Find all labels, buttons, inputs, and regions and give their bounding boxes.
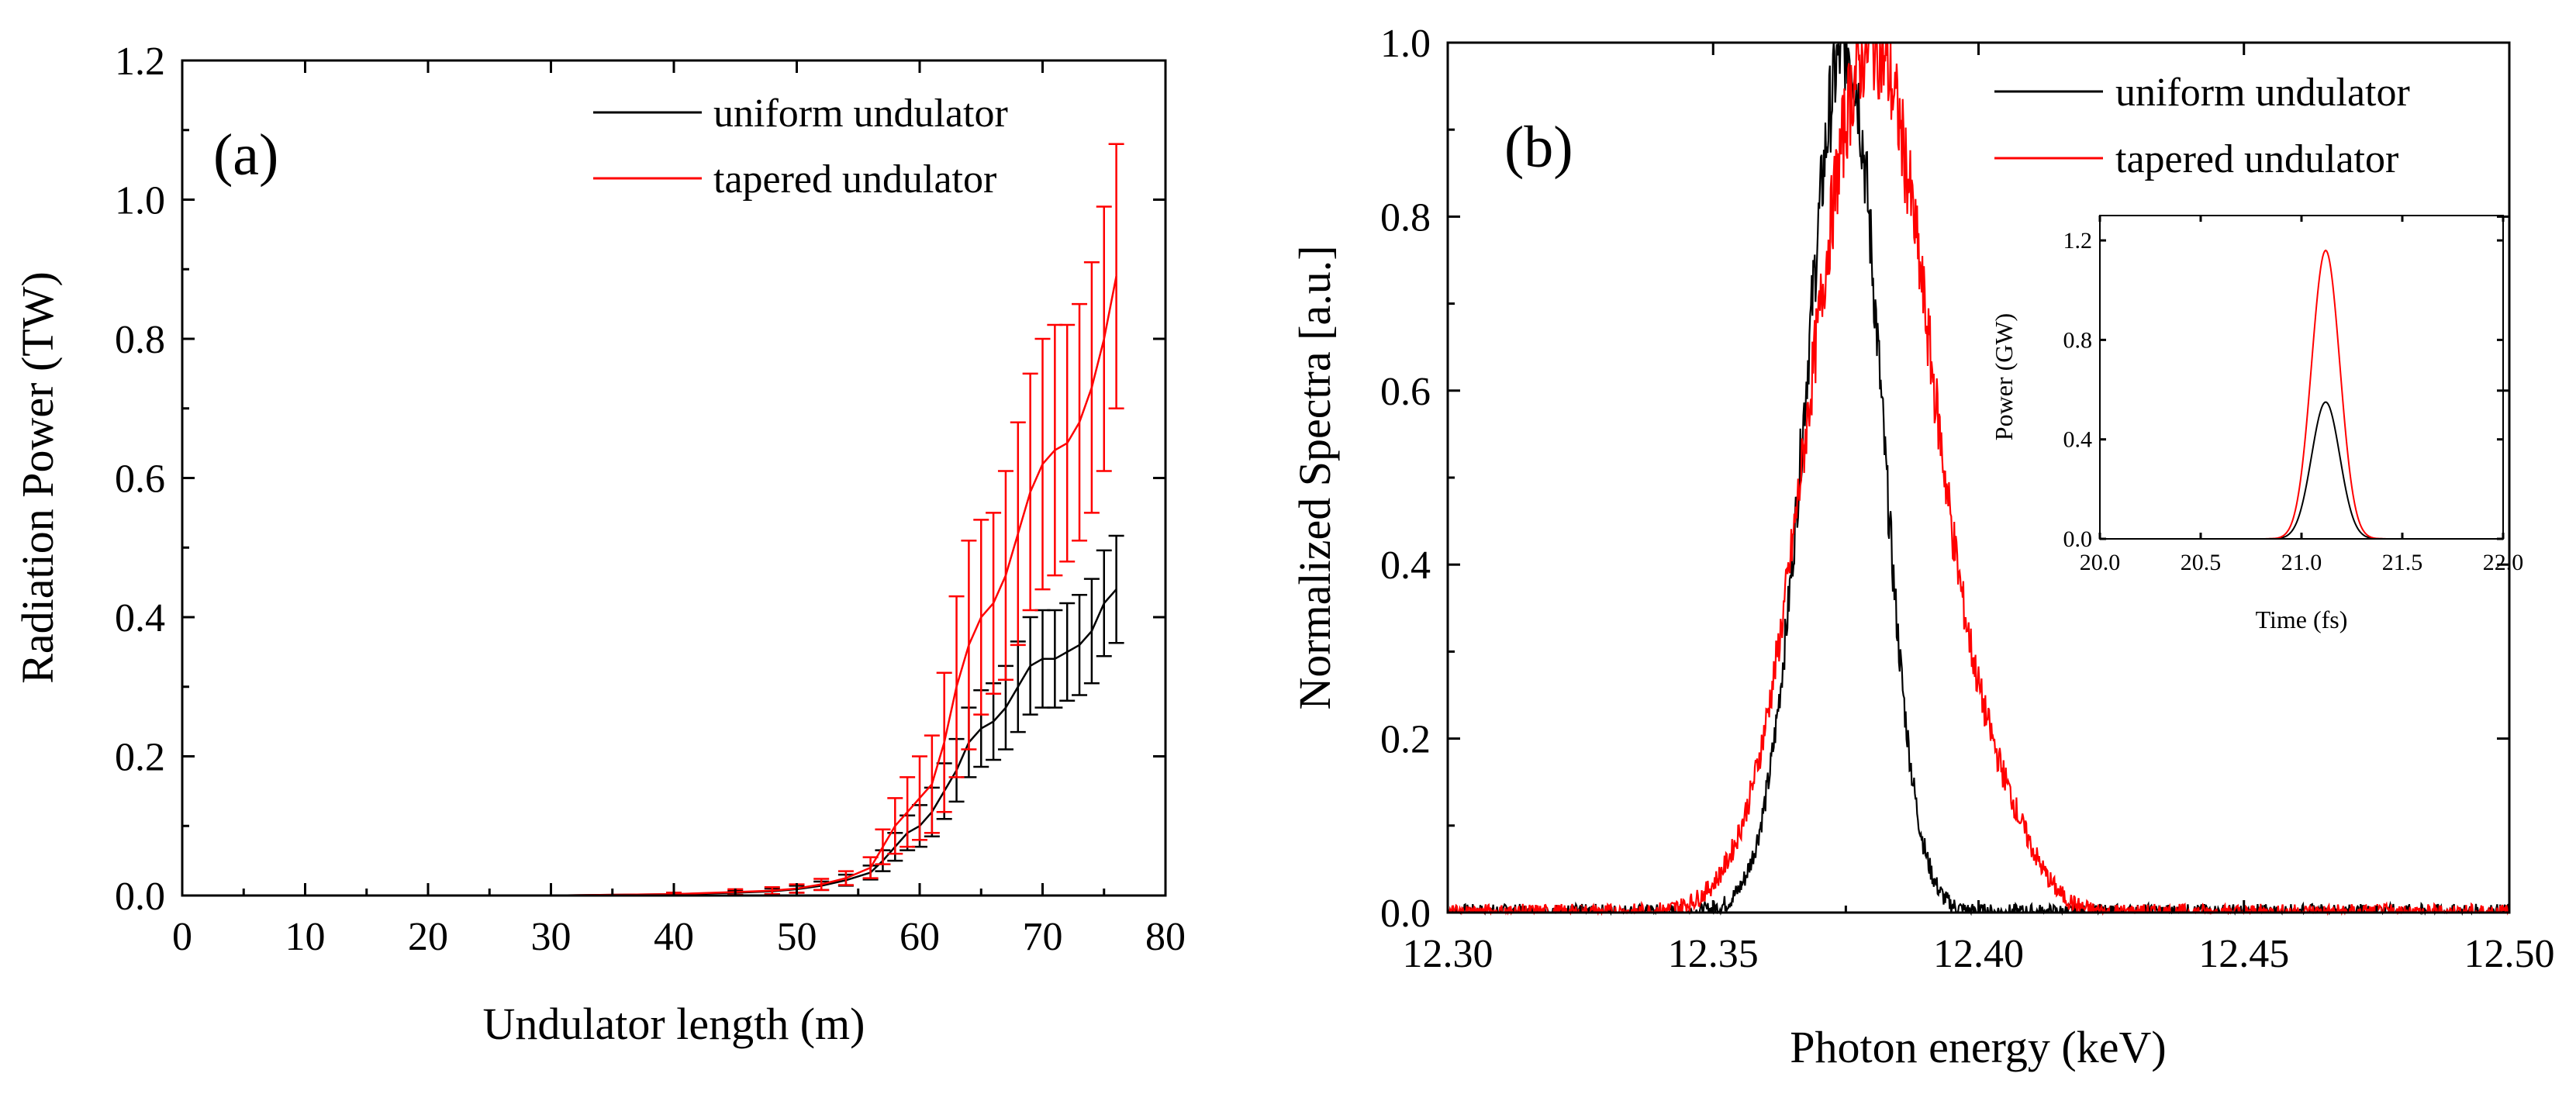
chart-b-x-tick-label-3: 12.45: [2198, 932, 2289, 976]
chart-a-x-tick-label-5: 50: [777, 915, 817, 959]
chart-inset-x-tick-label-4: 22.0: [2483, 550, 2524, 575]
chart-inset-x-tick-label-1: 20.5: [2181, 550, 2222, 575]
chart-a-line-tapered: [182, 275, 1117, 897]
chart-inset-plot-frame: [2099, 215, 2504, 540]
chart-panel-b: 12.30 12.35 12.40 12.45 12.50 0.00.20.40.60.…: [1290, 22, 2555, 1072]
chart-a-series-tapered: [182, 143, 1124, 897]
chart-a-y-axis-title: Radiation Power (TW): [12, 271, 63, 684]
chart-a-x-tick-label-6: 60: [900, 915, 940, 959]
chart-a-series-uniform: [182, 534, 1124, 897]
chart-a-y-tick-label-2: 0.4: [115, 596, 165, 640]
chart-b-legend-label-uniform: uniform undulator: [2115, 71, 2410, 115]
chart-inset-x-tick-label-0: 20.0: [2080, 550, 2121, 575]
chart-b-y-tick-label-0: 0.0: [1380, 892, 1431, 936]
chart-a-x-tick-label-7: 70: [1023, 915, 1063, 959]
chart-a-y-tick-label-4: 0.8: [115, 318, 165, 362]
chart-b-y-tick-label-2: 0.4: [1380, 544, 1431, 588]
chart-inset-x-ticks: 20.0 20.5 21.0 21.5 22.0: [2080, 216, 2524, 575]
chart-b-y-tick-label-4: 0.8: [1380, 195, 1431, 240]
chart-inset-x-tick-label-2: 21.0: [2281, 550, 2322, 575]
chart-a-x-tick-label-2: 20: [408, 915, 448, 959]
chart-a-panel-label: (a): [213, 123, 278, 188]
chart-b-x-tick-label-4: 12.50: [2464, 932, 2555, 976]
chart-inset-y-tick-label-0: 0.0: [2063, 526, 2093, 552]
chart-b-y-tick-label-5: 1.0: [1380, 22, 1431, 66]
chart-b-x-tick-label-0: 12.30: [1403, 932, 1493, 976]
chart-inset-y-ticks: 0.0 0.4 0.8 1.2: [2063, 228, 2503, 552]
chart-a-y-ticks: 0.0 0.2 0.4 0.6 0.8 1.0 1.2: [115, 40, 1165, 919]
chart-b-x-axis-title: Photon energy (keV): [1790, 1022, 2166, 1072]
chart-b-y-tick-label-3: 0.6: [1380, 370, 1431, 414]
chart-b-x-tick-label-1: 12.35: [1668, 932, 1759, 976]
chart-b-legend: uniform undulator tapered undulator: [1994, 71, 2410, 181]
chart-b-x-ticks: 12.30 12.35 12.40 12.45 12.50: [1403, 43, 2555, 976]
chart-a-legend-label-tapered: tapered undulator: [713, 157, 996, 202]
chart-inset-y-tick-label-3: 1.2: [2063, 228, 2093, 254]
chart-panel-a: 0 10 20 30 40 50 60 70 80 0.00.20.40.60.81.01.2 …: [12, 40, 1186, 1049]
chart-b-legend-label-tapered: tapered undulator: [2115, 137, 2398, 181]
chart-a-x-tick-label-3: 30: [531, 915, 571, 959]
chart-a-y-tick-label-6: 1.2: [115, 40, 165, 84]
chart-b-x-tick-label-2: 12.40: [1933, 932, 2024, 976]
chart-b-panel-label: (b): [1504, 115, 1573, 180]
chart-b-y-tick-label-1: 0.2: [1380, 718, 1431, 762]
chart-inset-y-axis-title: Power (GW): [1990, 313, 2018, 440]
chart-a-x-axis-title: Undulator length (m): [483, 999, 865, 1049]
chart-a-legend: uniform undulator tapered undulator: [593, 91, 1008, 202]
chart-a-x-tick-label-4: 40: [654, 915, 694, 959]
chart-b-y-axis-title: Normalized Spectra [a.u.]: [1290, 245, 1340, 709]
chart-a-series-group: [182, 143, 1124, 897]
chart-inset-series-group: [2100, 249, 2503, 540]
chart-inset-x-tick-label-3: 21.5: [2382, 550, 2423, 575]
chart-a-x-ticks: 0 10 20 30 40 50 60 70 80: [172, 60, 1186, 959]
chart-inset-y-tick-label-2: 0.8: [2063, 327, 2093, 353]
chart-a-y-tick-label-1: 0.2: [115, 736, 165, 780]
chart-a-x-tick-label-1: 10: [285, 915, 326, 959]
chart-a-legend-label-uniform: uniform undulator: [713, 91, 1008, 136]
chart-a-x-tick-label-0: 0: [172, 915, 192, 959]
chart-a-y-tick-label-5: 1.0: [115, 179, 165, 223]
chart-a-x-tick-label-8: 80: [1145, 915, 1186, 959]
chart-inset-x-axis-title: Time (fs): [2256, 606, 2348, 633]
chart-a-line-uniform: [182, 588, 1117, 897]
chart-a-y-tick-label-0: 0.0: [115, 875, 165, 919]
chart-b-inset: 20.0 20.5 21.0 21.5 22.0 0.0 0.4 0.8 1.2 Time (…: [1990, 215, 2524, 633]
chart-inset-line-tapered: [2100, 249, 2503, 540]
chart-a-y-tick-label-3: 0.6: [115, 457, 165, 502]
chart-inset-y-tick-label-1: 0.4: [2063, 427, 2093, 453]
chart-b-y-ticks: 0.0 0.2 0.4 0.6 0.8 1.0: [1380, 22, 2509, 936]
